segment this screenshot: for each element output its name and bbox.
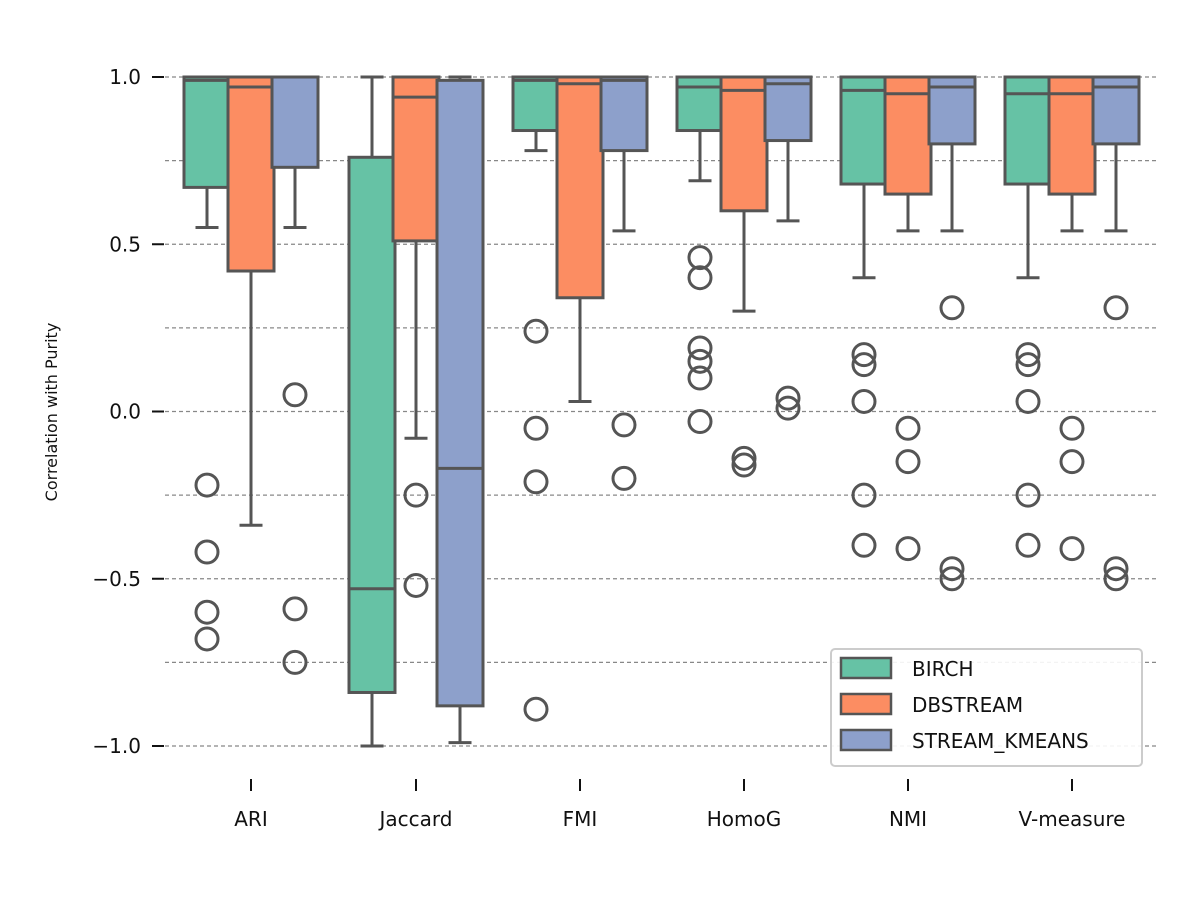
outlier-point	[194, 539, 220, 565]
outlier-point	[1015, 352, 1041, 378]
legend-label: STREAM_KMEANS	[912, 729, 1089, 753]
outlier-point	[523, 318, 549, 344]
y-tick-label: −0.5	[92, 567, 141, 591]
y-tick-label: 0.0	[109, 400, 141, 424]
outlier-point	[939, 556, 965, 582]
outlier-point	[687, 365, 713, 391]
legend-label: DBSTREAM	[912, 693, 1023, 717]
outlier-point	[687, 409, 713, 435]
outlier-point	[523, 469, 549, 495]
box	[555, 75, 605, 300]
outlier-point	[851, 532, 877, 558]
outlier-point	[403, 482, 429, 508]
outlier-point	[895, 415, 921, 441]
box	[599, 75, 649, 153]
outlier-point	[851, 388, 877, 414]
outlier-point	[403, 572, 429, 598]
legend-swatch	[839, 728, 893, 752]
box	[182, 75, 232, 189]
outlier-point	[194, 626, 220, 652]
box	[226, 75, 276, 273]
legend-frame	[830, 648, 1143, 767]
outlier-point	[194, 599, 220, 625]
outlier-point	[1103, 556, 1129, 582]
outlier-point	[775, 385, 801, 411]
outlier-point	[1059, 415, 1085, 441]
box	[270, 75, 320, 169]
outlier-point	[687, 335, 713, 361]
series-dbstream	[226, 75, 1097, 598]
outlier-point	[939, 295, 965, 321]
box	[675, 75, 725, 133]
y-tick-label: 1.0	[109, 65, 141, 89]
outlier-point	[1059, 449, 1085, 475]
x-tick-label: NMI	[889, 807, 927, 831]
legend-swatch	[839, 692, 893, 716]
outlier-point	[895, 536, 921, 562]
box	[435, 78, 485, 708]
outlier-point	[731, 445, 757, 471]
x-tick-label: ARI	[234, 807, 267, 831]
outlier-point	[851, 342, 877, 368]
outlier-point	[523, 696, 549, 722]
series-birch	[182, 75, 1053, 748]
box	[719, 75, 769, 213]
x-tick-label: V-measure	[1019, 807, 1126, 831]
outlier-point	[194, 472, 220, 498]
outlier-point	[895, 449, 921, 475]
outlier-point	[282, 649, 308, 675]
x-axis: ARI Jaccard FMI HomoG NMI V-measure	[234, 779, 1125, 831]
series-stream-kmeans	[270, 75, 1141, 745]
outlier-point	[939, 566, 965, 592]
legend-label: BIRCH	[912, 657, 974, 681]
outlier-point	[775, 395, 801, 421]
box-groups	[182, 75, 1141, 748]
legend-swatch	[839, 656, 893, 680]
x-tick-label: FMI	[563, 807, 598, 831]
outlier-point	[687, 348, 713, 374]
outlier-point	[731, 452, 757, 478]
legend: BIRCH DBSTREAM STREAM_KMEANS	[830, 648, 1143, 767]
box	[763, 75, 813, 143]
x-tick-label: HomoG	[707, 807, 782, 831]
y-axis-label: Correlation with Purity	[42, 323, 61, 502]
x-tick-label: Jaccard	[378, 807, 453, 831]
outlier-point	[611, 412, 637, 438]
box	[391, 75, 441, 243]
outlier-point	[1015, 388, 1041, 414]
y-axis: 1.0 0.5 0.0 −0.5 −1.0	[92, 65, 164, 758]
outlier-point	[1015, 342, 1041, 368]
outlier-point	[1059, 536, 1085, 562]
y-tick-label: −1.0	[92, 734, 141, 758]
outlier-point	[611, 465, 637, 491]
y-tick-label: 0.5	[109, 232, 141, 256]
outlier-point	[851, 352, 877, 378]
outlier-point	[1015, 532, 1041, 558]
outlier-point	[1103, 566, 1129, 592]
box	[511, 75, 561, 133]
outlier-point	[851, 482, 877, 508]
outlier-point	[687, 245, 713, 271]
outlier-point	[523, 415, 549, 441]
outlier-point	[282, 596, 308, 622]
outlier-point	[1103, 295, 1129, 321]
outlier-point	[687, 265, 713, 291]
outlier-point	[282, 382, 308, 408]
box	[839, 75, 889, 186]
box	[347, 155, 397, 694]
outlier-point	[1015, 482, 1041, 508]
